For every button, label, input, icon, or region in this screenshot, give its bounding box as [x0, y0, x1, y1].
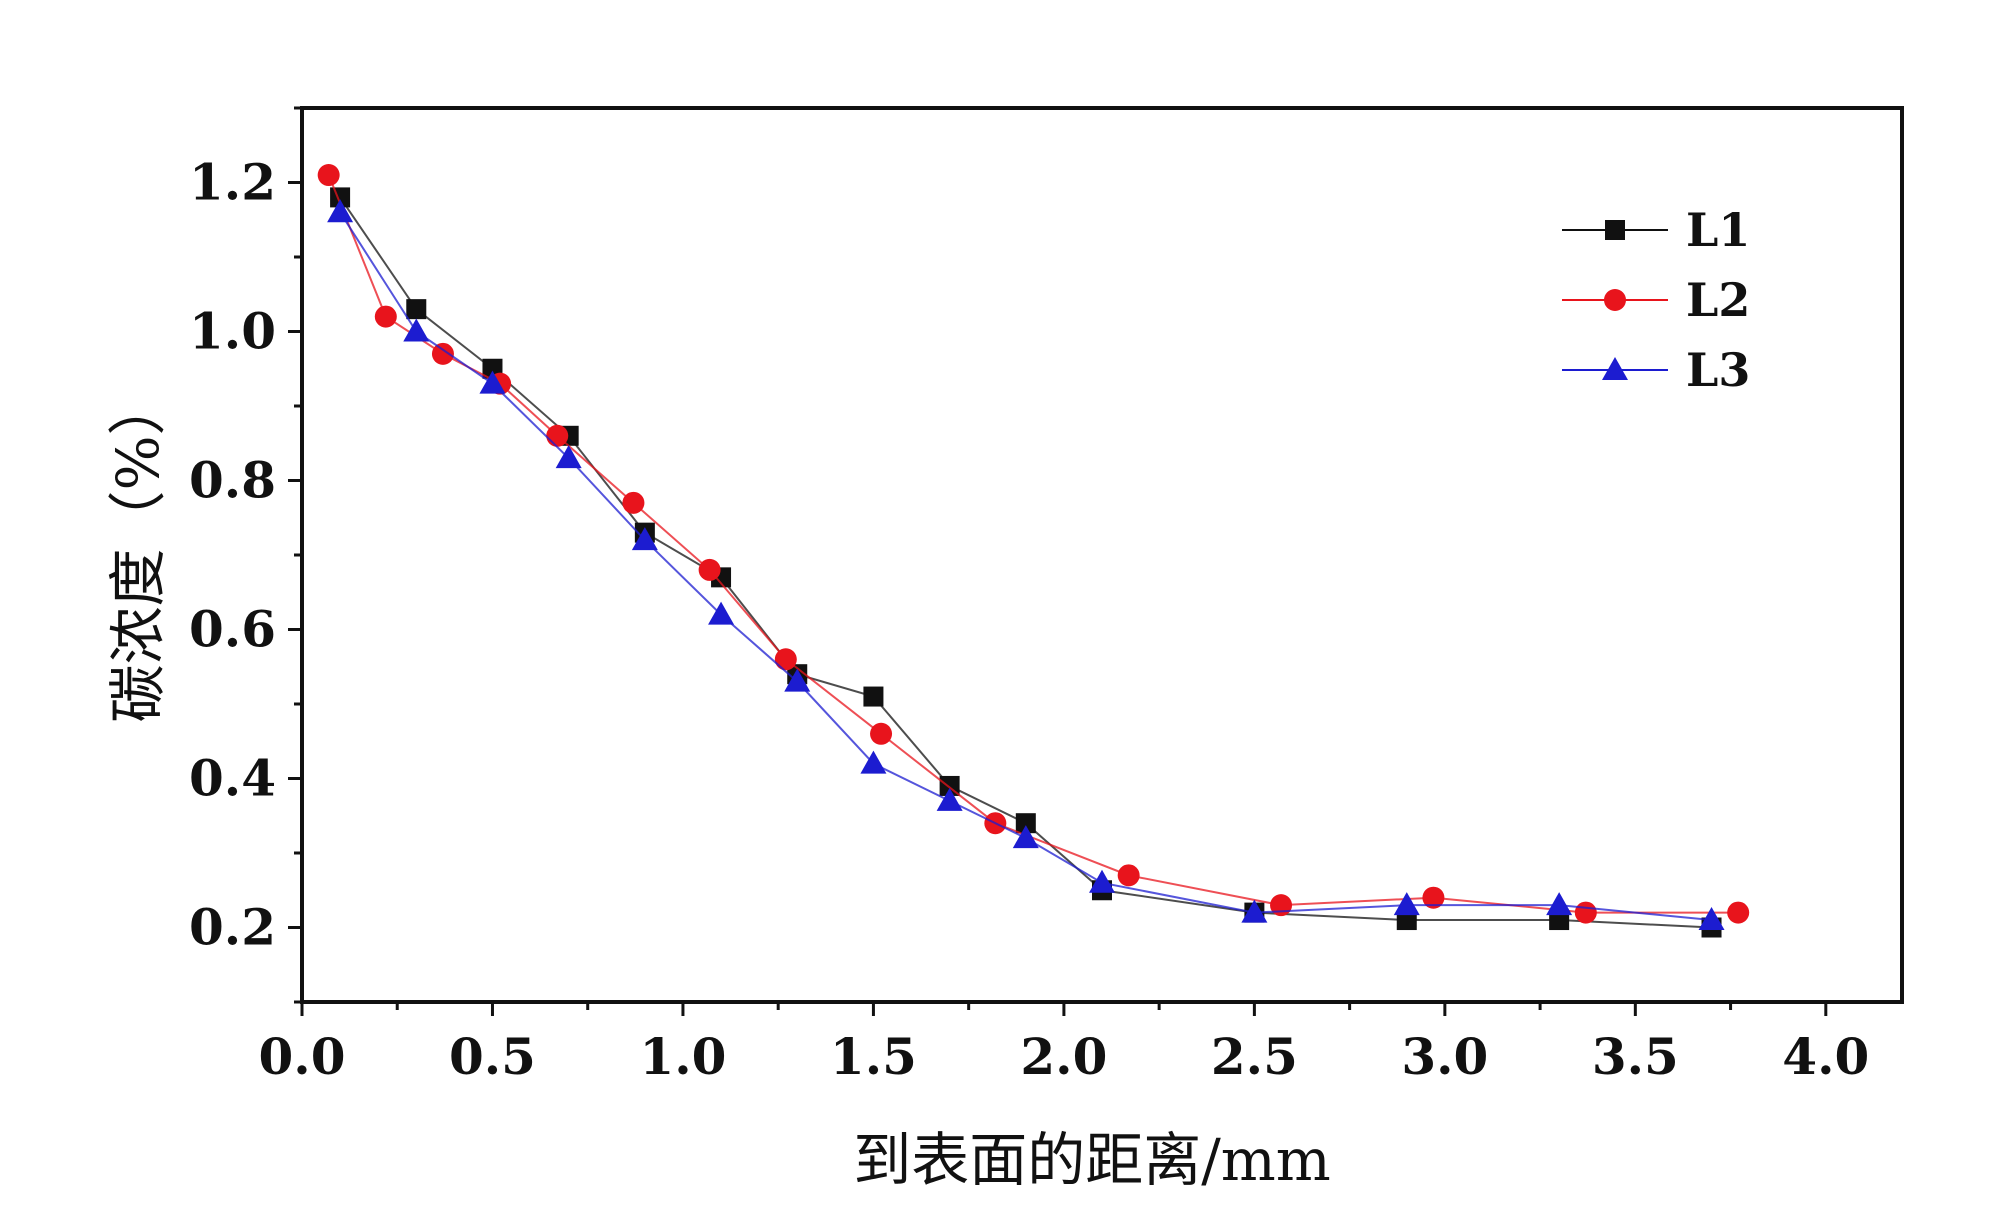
data-point-L2: [1270, 894, 1293, 917]
y-tick-label: 0.4: [189, 749, 276, 808]
legend: L1 L2 L3: [1562, 203, 1750, 397]
data-point-L1: [863, 686, 884, 707]
data-point-L3: [327, 199, 354, 223]
y-tick-label: 1.0: [189, 302, 276, 361]
y-tick-label: 0.6: [189, 600, 276, 659]
data-point-L3: [784, 668, 811, 692]
data-point-L3: [1241, 899, 1268, 923]
data-point-L3: [708, 601, 735, 625]
legend-item-L3: L3: [1562, 343, 1750, 397]
data-point-L3: [555, 445, 582, 469]
y-tick-label: 0.8: [189, 451, 276, 510]
x-tick-label: 1.5: [830, 1027, 917, 1086]
series-L3: [327, 199, 1725, 931]
data-point-L3: [936, 787, 963, 811]
plot-frame: [300, 106, 1904, 1004]
x-tick-label: 4.0: [1782, 1027, 1869, 1086]
x-tick-label: 3.0: [1401, 1027, 1488, 1086]
data-point-L2: [698, 558, 721, 581]
series-L2: [317, 164, 1750, 924]
data-point-L3: [631, 527, 658, 551]
data-point-L3: [403, 318, 430, 342]
data-point-L2: [1727, 901, 1750, 924]
legend-label: L1: [1686, 203, 1750, 257]
data-point-L2: [622, 491, 645, 514]
x-axis-title: 到表面的距离/mm: [853, 1126, 1331, 1194]
data-point-L2: [431, 342, 454, 365]
legend-marker: [1605, 220, 1625, 240]
data-point-L2: [774, 648, 797, 671]
data-point-L3: [1698, 907, 1725, 931]
x-tick-label: 2.0: [1020, 1027, 1107, 1086]
series-line-L2: [327, 174, 1739, 914]
data-point-L2: [1117, 864, 1140, 887]
data-point-L2: [317, 164, 340, 187]
y-axis: 0.2 0.4 0.6 0.8 1.0 1.2: [189, 106, 302, 1004]
data-point-L3: [1393, 892, 1420, 916]
legend-marker: [1602, 357, 1628, 380]
series-L1: [330, 187, 1722, 938]
x-tick-label: 0.0: [259, 1027, 346, 1086]
data-point-L3: [1546, 892, 1573, 916]
plot-area: [300, 106, 1904, 1004]
data-point-L2: [1422, 886, 1445, 909]
data-point-L3: [1012, 825, 1039, 849]
data-point-L2: [870, 722, 893, 745]
data-point-L3: [479, 370, 506, 394]
legend-item-L1: L1: [1562, 203, 1750, 257]
data-point-L1: [406, 299, 427, 320]
y-tick-label: 1.2: [189, 153, 276, 212]
data-point-L2: [1574, 901, 1597, 924]
y-tick-label: 0.2: [189, 898, 276, 957]
legend-marker: [1604, 289, 1626, 311]
x-tick-label: 3.5: [1592, 1027, 1679, 1086]
data-point-L3: [1089, 869, 1115, 893]
data-point-L3: [860, 750, 887, 774]
data-point-L1: [1015, 813, 1036, 834]
legend-label: L3: [1686, 343, 1750, 397]
legend-label: L2: [1686, 273, 1750, 327]
x-tick-label: 1.0: [639, 1027, 726, 1086]
y-axis-title: 碳浓度（%）: [104, 377, 172, 722]
data-point-L2: [546, 424, 569, 447]
x-axis: 0.0 0.5 1.0 1.5 2.0 2.5 3.0 3.5 4.0: [259, 1002, 1869, 1086]
data-point-L2: [374, 305, 397, 328]
x-tick-label: 0.5: [449, 1027, 536, 1086]
legend-item-L2: L2: [1562, 273, 1750, 327]
series-layer: [317, 164, 1750, 938]
x-tick-label: 2.5: [1211, 1027, 1298, 1086]
